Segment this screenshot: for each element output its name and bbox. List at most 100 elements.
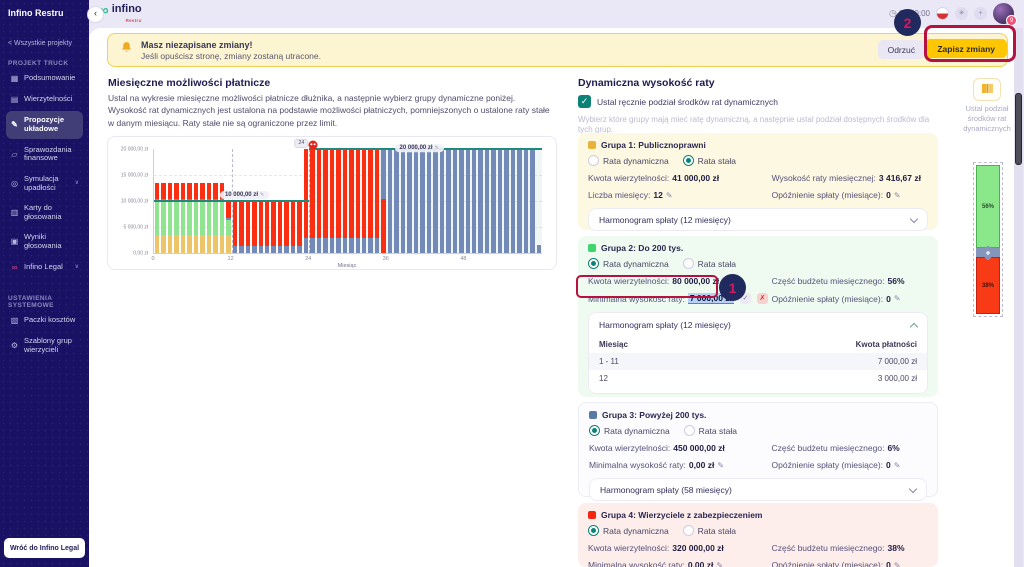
chart-bar-month-25 xyxy=(310,149,315,253)
group2-schedule: Harmonogram spłaty (12 miesięcy) Miesiąc… xyxy=(588,312,928,394)
sidebar-item-wyniki-glosowania[interactable]: ▣ Wyniki głosowania xyxy=(10,232,62,250)
limit-line-10000[interactable] xyxy=(154,200,310,202)
page-scrollbar-track[interactable] xyxy=(1014,28,1023,567)
unsaved-changes-banner: Masz niezapisane zmiany! Jeśli opuścisz … xyxy=(107,33,1008,67)
group1-radio-dynamic[interactable]: Rata dynamiczna xyxy=(588,155,669,166)
sidebar-item-paczki-kosztow[interactable]: ▧ Paczki kosztów xyxy=(10,315,76,325)
annotation-rect-min-installment xyxy=(576,275,718,298)
page-scrollbar-thumb[interactable] xyxy=(1015,93,1022,165)
group2-schedule-toggle[interactable]: Harmonogram spłaty (12 miesięcy) xyxy=(589,317,927,336)
range-handle-icon[interactable] xyxy=(308,137,318,155)
edit-icon[interactable]: ✎ xyxy=(717,460,725,470)
chart-bar-month-14 xyxy=(239,149,244,253)
chart-bar-month-18 xyxy=(264,149,270,253)
group2-min-installment-input[interactable]: 7 000,00 zł xyxy=(687,293,734,304)
limit-label-20000[interactable]: 20 000,00 zł ✎ xyxy=(394,144,444,153)
group1-schedule-toggle[interactable]: Harmonogram spłaty (12 miesięcy) xyxy=(588,208,928,231)
manual-split-checkbox[interactable]: ✓ xyxy=(578,95,591,108)
ballot-icon: ▥ xyxy=(10,208,19,218)
chart-bar-month-5 xyxy=(180,149,186,253)
chart-bar-month-48 xyxy=(459,149,464,253)
limit-label-10000[interactable]: 10 000,00 zł ✎ xyxy=(219,191,270,199)
sidebar-item-sprawozdania-finansowe[interactable]: ▱ Sprawozdania finansowe xyxy=(11,144,72,163)
sidebar-item-podsumowanie[interactable]: ▦ Podsumowanie xyxy=(10,73,76,83)
sidebar-collapse-button[interactable]: ‹ xyxy=(87,6,104,23)
chart-bar-month-19 xyxy=(271,149,276,253)
chart-bar-month-3 xyxy=(167,149,173,253)
group-panel-4: Grupa 4: Wierzyciele z zabezpieczeniem R… xyxy=(578,503,938,567)
chart-bar-month-20 xyxy=(277,149,283,253)
notification-badge: 9 xyxy=(1006,14,1017,26)
cancel-icon-button[interactable]: ✗ xyxy=(756,293,768,304)
chart-bar-month-35 xyxy=(374,149,380,253)
group4-min-installment: 0,00 zł xyxy=(687,560,714,567)
chevron-down-icon: ∨ xyxy=(74,263,79,270)
sidebar-item-wierzytelnosci[interactable]: ▤ Wierzytelności xyxy=(10,94,73,105)
save-changes-button[interactable]: Zapisz zmiany xyxy=(925,39,1007,58)
cost-packages-icon: ▧ xyxy=(10,315,19,325)
annotation-step-1: 1 xyxy=(719,274,746,301)
edit-icon[interactable]: ✎ xyxy=(893,294,901,303)
chart-bar-month-57 xyxy=(517,149,522,253)
chart-bar-month-21 xyxy=(284,149,289,253)
plus-icon-button[interactable]: + xyxy=(974,6,987,20)
chart-bar-month-58 xyxy=(523,149,529,253)
group2-radio-dynamic[interactable]: Rata dynamiczna xyxy=(588,258,669,269)
edit-icon[interactable]: ✎ xyxy=(893,190,901,200)
group-panel-1: Grupa 1: Publicznoprawni Rata dynamiczna… xyxy=(578,133,938,231)
language-flag-icon[interactable] xyxy=(936,6,949,20)
edit-icon[interactable]: ✎ xyxy=(893,560,901,567)
edit-icon: ✎ xyxy=(434,145,439,152)
chart-plot-area[interactable]: 10 000,00 zł ✎ 20 000,00 zł ✎ 24 xyxy=(153,139,542,254)
chart-bar-month-44 xyxy=(433,149,438,253)
sidebar-item-propozycje-ukladowe[interactable]: ✎ Propozycje układowe xyxy=(6,111,83,139)
edit-icon[interactable]: ✎ xyxy=(665,190,673,200)
edit-icon[interactable]: ✎ xyxy=(893,460,901,470)
chart-bar-month-26 xyxy=(316,149,322,253)
chart-bar-month-29 xyxy=(336,149,341,253)
y-axis-tick-label: 0,00 zł xyxy=(133,250,148,257)
chart-bar-month-60 xyxy=(536,149,542,253)
back-to-infino-legal-button[interactable]: Wróć do Infino Legal xyxy=(4,538,85,558)
group3-radio-fixed[interactable]: Rata stała xyxy=(683,425,737,436)
group1-radio-fixed[interactable]: Rata stała xyxy=(682,155,736,166)
group2-radio-fixed[interactable]: Rata stała xyxy=(682,258,736,269)
sidebar-item-karty-do-glosowania[interactable]: ▥ Karty do głosowania xyxy=(10,203,62,221)
chart-bar-month-12 xyxy=(226,149,231,253)
chart-bar-month-46 xyxy=(446,149,451,253)
group4-radio-dynamic[interactable]: Rata dynamiczna xyxy=(588,525,669,536)
x-axis-tick-label: 12 xyxy=(227,256,234,262)
chart-bar-month-52 xyxy=(484,149,490,253)
group4-budget-share: 38% xyxy=(887,543,905,553)
sidebar-item-infino-legal[interactable]: ∞ Infino Legal ∨ xyxy=(11,261,79,272)
chart-bar-month-4 xyxy=(174,149,179,253)
chart-bar-month-38 xyxy=(394,149,399,253)
schedule-table: Miesiąc Kwota płatności 1 - 11 7 000,00 zł… xyxy=(589,336,927,387)
split-drag-handle[interactable]: ◆ xyxy=(976,245,1000,261)
reject-button[interactable]: Odrzuć xyxy=(877,40,925,59)
guide-book-icon-button[interactable] xyxy=(973,78,1001,101)
chart-bar-month-32 xyxy=(355,149,360,253)
x-axis-tick-label: 36 xyxy=(382,256,389,262)
sidebar-item-symulacja-upadlosci[interactable]: ◎ Symulacja upadłości ∨ xyxy=(11,173,79,192)
clock-icon: ◷ xyxy=(889,7,897,18)
user-avatar[interactable]: 9 xyxy=(993,2,1017,26)
results-icon: ▣ xyxy=(10,237,19,247)
confirm-icon-button[interactable]: ✓ xyxy=(739,293,751,304)
y-axis-tick-label: 10 000,00 zł xyxy=(120,198,148,205)
chart-bars xyxy=(155,149,542,253)
chart-bar-month-1 xyxy=(155,149,160,253)
chart-bar-month-28 xyxy=(329,149,335,253)
back-to-projects-link[interactable]: < Wszystkie projekty xyxy=(8,40,72,47)
group3-radio-dynamic[interactable]: Rata dynamiczna xyxy=(589,425,670,436)
sidebar-item-szablony-grup[interactable]: ⚙ Szablony grup wierzycieli xyxy=(10,336,72,354)
theme-toggle-icon-button[interactable]: ✳ xyxy=(955,6,968,20)
divider-month-badge[interactable]: 24 xyxy=(294,139,309,148)
split-green-segment: 56% xyxy=(976,165,1000,249)
table-row: 1 - 11 7 000,00 zł xyxy=(589,353,927,370)
group4-legend-swatch xyxy=(588,511,596,519)
edit-icon[interactable]: ✎ xyxy=(716,560,724,567)
group3-schedule-toggle[interactable]: Harmonogram spłaty (58 miesięcy) xyxy=(589,478,927,501)
group4-radio-fixed[interactable]: Rata stała xyxy=(682,525,736,536)
x-axis-title: Miesiąc xyxy=(337,263,357,269)
